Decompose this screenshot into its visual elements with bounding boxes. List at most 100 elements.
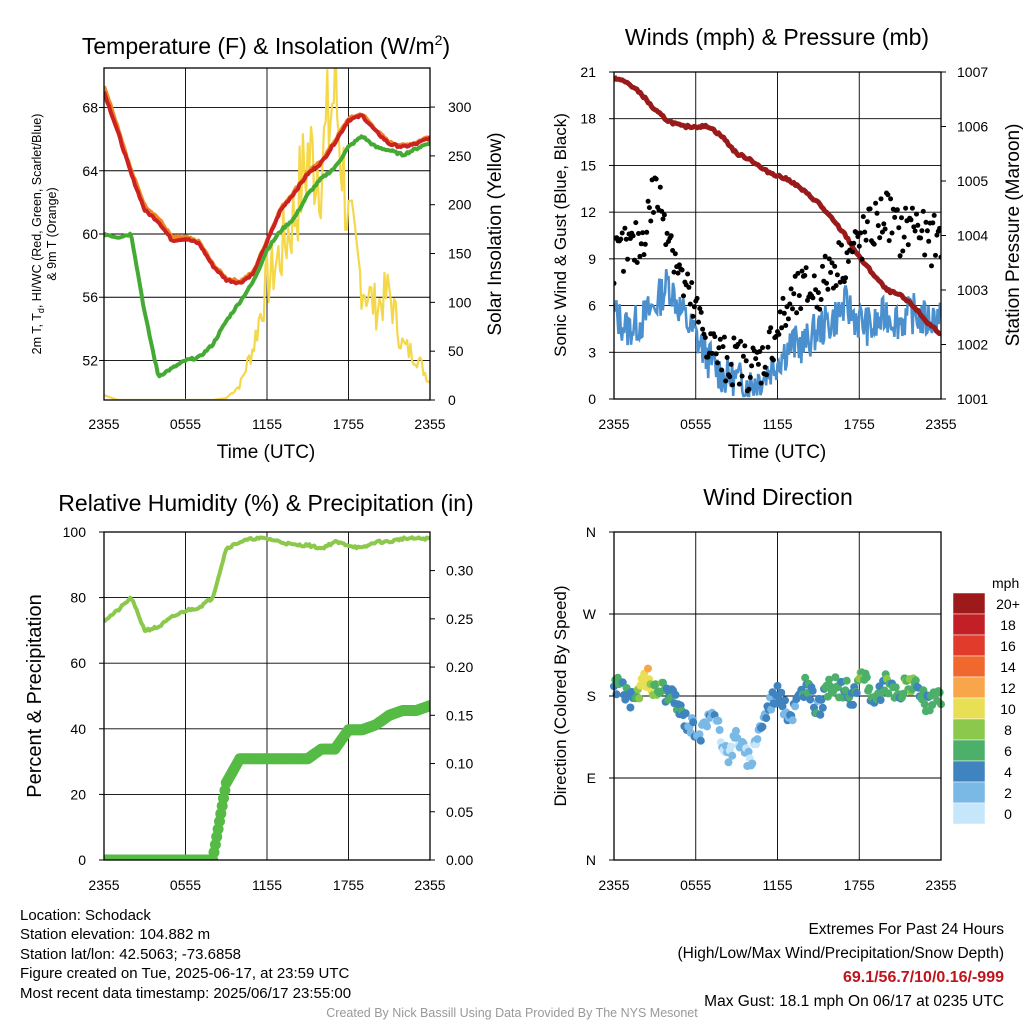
gust-point [828,270,834,275]
direction-point [659,678,667,687]
direction-point [732,726,740,735]
gust-point [839,242,844,248]
legend-swatch [952,781,986,804]
gust-point [837,279,843,285]
direction-point [808,686,817,695]
gust-point [762,364,768,370]
gust-point [698,309,704,315]
direction-point [651,680,660,689]
gust-point [739,373,745,379]
gust-point [845,259,851,264]
gust-point [834,272,840,278]
dir-x-tick-labels: 2355 0555 1155 1755 2355 [598,877,956,893]
extremes-subtitle: (High/Low/Max Wind/Precipitation/Snow De… [677,945,1005,962]
gust-point [931,212,937,218]
gust-point [841,279,847,285]
gust-point [668,233,674,239]
wind-panel: Winds (mph) & Pressure (mb) 2355 0555 1155… [551,24,1024,463]
gust-point [713,351,719,357]
dir-plot-area [610,664,945,770]
series-line-2m-t-red- [104,91,430,286]
direction-point [777,688,786,697]
gust-point [738,338,744,344]
y2-tick-label: 0.25 [446,611,473,627]
series-line-relative-humidity [104,535,430,633]
direction-point [816,710,825,719]
legend-label: 2 [1004,785,1012,801]
gust-point [686,284,692,290]
gust-point [929,263,934,269]
x-tick-label: 2355 [925,877,956,893]
gust-point [798,306,804,312]
gust-point [849,249,855,255]
gust-point [623,236,629,242]
legend-swatch [952,718,986,741]
legend-label: 14 [1000,659,1016,675]
gust-point [657,184,663,190]
gust-point [749,363,755,369]
direction-point [714,716,723,725]
rh-plot-frame [103,531,431,861]
x-tick-label: 2355 [598,416,629,432]
gust-point [933,252,938,258]
gust-point [901,234,907,240]
speed-color-legend: 20+ 18 16 14 12 10 8 6 4 2 0 [952,592,1020,825]
gust-point [625,256,631,262]
gust-point [638,241,644,247]
rh-panel: Relative Humidity (%) & Precipitation (i… [24,490,474,893]
temp-right-axis-label: Solar Insolation (Yellow) [485,132,506,335]
direction-point [635,694,644,703]
extremes-values: 69.1/56.7/10/0.16/-999 [842,969,1004,986]
direction-point [748,759,757,768]
y-tick-label: 21 [580,64,596,80]
direction-point [644,664,652,673]
legend-swatch [952,655,986,678]
gust-point [878,196,884,202]
gust-point [877,235,883,241]
gust-point [636,231,641,236]
direction-point [849,700,857,709]
gust-point [768,325,774,331]
gust-point [731,335,737,341]
rh-left-tick-labels: 0 20 40 60 80 100 [63,524,104,868]
direction-point [818,703,827,712]
gust-point [630,233,636,239]
y-tick-label: E [587,770,596,786]
y2-tick-label: 1007 [957,64,988,80]
station-info: Location: Schodack Station elevation: 10… [20,906,351,1003]
y-tick-label: N [586,852,596,868]
gust-point [659,208,665,214]
gust-point [696,319,701,325]
wind-plot-area [614,75,941,398]
temp-plot-area [104,68,430,400]
dir-panel-title: Wind Direction [703,484,853,510]
x-tick-label: 1755 [333,877,364,893]
credit-line: Created By Nick Bassill Using Data Provi… [326,1006,698,1020]
direction-point [806,695,815,704]
gust-point [920,208,926,214]
gust-point [783,323,789,328]
y2-tick-label: 0.00 [446,852,473,868]
direction-point [618,678,627,687]
temp-x-axis-label: Time (UTC) [217,442,316,463]
legend-swatch [952,634,986,657]
gust-point [873,200,879,206]
gust-point [723,378,729,384]
y-tick-label: 100 [63,524,87,540]
gust-point [740,353,746,359]
gust-point [679,267,685,273]
info-created: Figure created on Tue, 2025-06-17, at 23… [20,965,350,983]
x-tick-label: 0555 [170,416,201,432]
y2-tick-label: 1003 [957,282,988,298]
gust-point [753,356,759,362]
temp-x-tick-labels: 2355 0555 1155 1755 2355 [88,416,445,432]
x-tick-label: 1155 [762,416,792,432]
y-tick-label: 3 [588,344,596,360]
gust-point [794,310,800,316]
gust-point [648,218,654,224]
extremes-box: Extremes For Past 24 Hours (High/Low/Max… [678,918,1005,1014]
gust-point [618,236,624,242]
x-tick-label: 1155 [252,416,282,432]
gust-point [619,230,625,236]
gust-point [687,301,693,307]
